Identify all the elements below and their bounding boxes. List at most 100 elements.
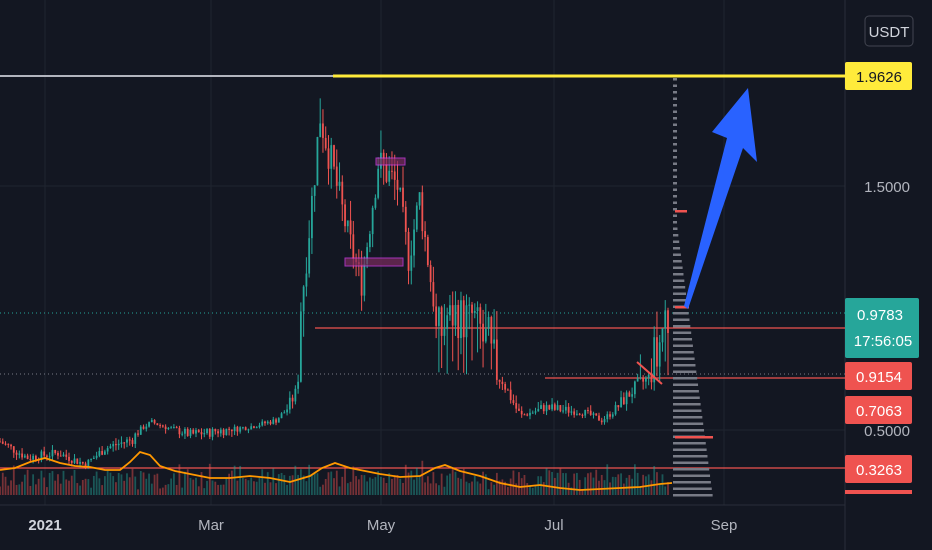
volume-bar — [54, 480, 57, 495]
candle-body — [327, 148, 330, 169]
candle-body — [21, 453, 23, 458]
volume-bar — [371, 478, 374, 495]
candle-body — [178, 428, 181, 435]
volume-bar — [507, 487, 509, 495]
volume-bar — [164, 484, 167, 495]
volume-bar — [167, 484, 170, 495]
volume-bar — [250, 477, 253, 495]
volume-bar — [595, 469, 598, 495]
projection-dash — [673, 208, 677, 211]
projection-dash — [673, 117, 677, 120]
volume-bar — [584, 477, 587, 495]
candle-body — [650, 374, 653, 383]
candle-body — [175, 427, 178, 429]
projection-dash — [673, 169, 677, 172]
candle-body — [319, 123, 322, 138]
candle-body — [592, 413, 595, 415]
candle-body — [509, 389, 512, 401]
projection-dash — [673, 481, 711, 484]
projection-dash — [673, 273, 684, 276]
volume-bar — [551, 471, 553, 495]
volume-bar — [424, 482, 426, 495]
projection-dash — [673, 247, 681, 250]
volume-bar — [614, 477, 617, 495]
candle-body — [581, 414, 584, 416]
candle-body — [12, 446, 15, 453]
trend-line[interactable] — [636, 361, 663, 385]
projection-dash — [673, 175, 677, 178]
volume-bar — [139, 470, 142, 495]
candle-body — [562, 410, 565, 412]
volume-bar — [286, 484, 288, 495]
projection-dash — [673, 91, 677, 94]
candle-body — [656, 337, 658, 367]
candle-body — [26, 455, 29, 459]
volume-bar — [109, 472, 112, 495]
volume-bar — [70, 475, 73, 495]
volume-bar — [531, 487, 534, 495]
candle-body — [606, 414, 609, 420]
candle-body — [156, 423, 159, 426]
candle-body — [214, 429, 217, 432]
time-tick-2021: 2021 — [28, 517, 61, 534]
candle-body — [495, 339, 498, 380]
volume-bar — [197, 486, 200, 495]
volume-bar — [76, 483, 79, 495]
projection-dash — [673, 162, 677, 165]
candle-body — [275, 419, 277, 423]
projection-dash — [673, 377, 698, 380]
volume-bar — [153, 474, 156, 495]
volume-bar — [261, 469, 264, 495]
candle-body — [123, 442, 126, 444]
candle-body — [206, 429, 208, 434]
candle-body — [115, 444, 117, 446]
candle-body — [297, 381, 300, 389]
candle-body — [418, 192, 421, 206]
volume-bar — [449, 473, 451, 495]
candle-body — [333, 145, 335, 167]
volume-bar — [523, 474, 526, 495]
projection-dash — [673, 351, 694, 354]
annotation-box-top[interactable] — [375, 157, 406, 166]
volume-bar — [181, 487, 184, 495]
candle-body — [250, 426, 253, 430]
projection-arrow[interactable] — [684, 88, 757, 309]
candle-body — [545, 405, 548, 412]
projection-dash — [673, 97, 677, 100]
candle-body — [23, 455, 26, 458]
volume-bar — [29, 485, 32, 495]
candle-body — [324, 137, 327, 149]
time-tick-sep: Sep — [711, 517, 738, 534]
projection-dash — [673, 364, 696, 367]
candle-body — [70, 460, 73, 463]
volume-bar — [48, 472, 51, 495]
candle-body — [120, 442, 123, 444]
volume-bar — [106, 470, 109, 495]
candle-body — [92, 457, 95, 459]
volume-bar — [333, 478, 335, 495]
candle-body — [501, 381, 504, 385]
candle-body — [617, 405, 620, 408]
candle-body — [258, 425, 261, 428]
volume-bar — [581, 489, 584, 495]
annotation-box-mid[interactable] — [344, 257, 404, 267]
candle-body — [239, 427, 242, 432]
candle-body — [264, 421, 266, 424]
volume-bar — [186, 469, 189, 495]
volume-bar — [576, 472, 578, 495]
candle-body — [126, 439, 128, 443]
candle-body — [139, 426, 142, 435]
candle-body — [181, 433, 184, 435]
volume-bar — [10, 480, 12, 495]
candle-body — [484, 328, 487, 342]
projection-dash — [673, 331, 692, 334]
currency-button[interactable]: USDT — [864, 15, 914, 47]
candle-body — [95, 455, 98, 458]
candle-body — [150, 420, 153, 423]
price-tick-2: 0.5000 — [864, 423, 910, 440]
candle-body — [548, 405, 551, 410]
candle-body — [611, 414, 614, 417]
candle-body — [664, 310, 667, 329]
volume-bar — [349, 481, 352, 495]
